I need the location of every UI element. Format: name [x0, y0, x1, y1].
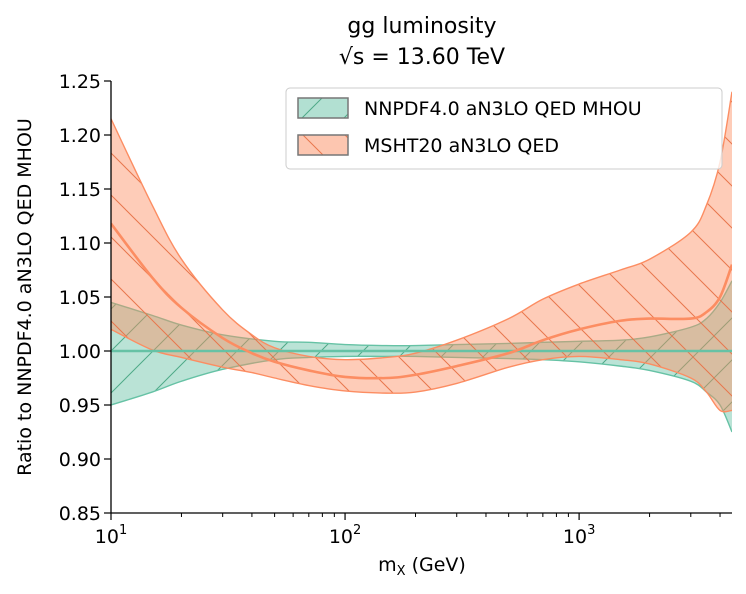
x-tick-label: 101 — [95, 523, 127, 548]
x-tick-exponent: 3 — [587, 523, 595, 538]
legend-label-nnpdf: NNPDF4.0 aN3LO QED MHOU — [364, 98, 642, 120]
x-tick-label: 103 — [563, 523, 595, 548]
legend-entry-nnpdf: NNPDF4.0 aN3LO QED MHOU — [297, 97, 642, 120]
band-lower-edge-msht — [111, 328, 732, 413]
y-ticks: 0.85 0.90 0.95 1.00 1.05 1.10 1.15 1.20 1.25 — [59, 71, 111, 525]
chart-title-line2: √s = 13.60 TeV — [339, 45, 505, 70]
band-upper-edge-msht — [111, 91, 732, 361]
legend-label-msht: MSHT20 aN3LO QED — [364, 135, 559, 157]
y-tick-label: 0.85 — [59, 503, 101, 525]
x-ticks: 101 102 103 — [95, 513, 721, 548]
legend-entry-msht: MSHT20 aN3LO QED — [297, 134, 559, 157]
legend-swatch-msht-hatch — [297, 134, 349, 156]
y-tick-label: 0.90 — [59, 449, 101, 471]
x-axis-label-unit: (GeV) — [406, 554, 466, 576]
x-tick-base: 10 — [95, 526, 119, 548]
x-tick-base: 10 — [563, 526, 587, 548]
x-axis-label-main: m — [378, 554, 397, 576]
y-tick-label: 0.95 — [59, 395, 101, 417]
y-tick-label: 1.15 — [59, 179, 101, 201]
legend-swatch-nnpdf-hatch — [297, 97, 349, 119]
band-hatch-msht — [111, 91, 732, 412]
x-tick-base: 10 — [329, 526, 353, 548]
y-tick-label: 1.10 — [59, 233, 101, 255]
legend-frame — [285, 87, 723, 170]
x-tick-label: 102 — [329, 523, 361, 548]
plot-area — [111, 91, 732, 433]
central-line-msht — [111, 222, 732, 380]
x-tick-exponent: 1 — [119, 523, 127, 538]
x-axis-label-sub: X — [397, 564, 406, 579]
x-tick-exponent: 2 — [353, 523, 361, 538]
y-tick-label: 1.25 — [59, 71, 101, 93]
y-tick-label: 1.00 — [59, 341, 101, 363]
y-tick-label: 1.20 — [59, 125, 101, 147]
y-tick-label: 1.05 — [59, 287, 101, 309]
legend: NNPDF4.0 aN3LO QED MHOU MSHT20 aN3LO QED — [285, 87, 723, 170]
chart-title-line1: gg luminosity — [347, 14, 496, 39]
y-axis-label: Ratio to NNPDF4.0 aN3LO QED MHOU — [14, 118, 36, 476]
x-axis-label: mX (GeV) — [378, 554, 466, 579]
